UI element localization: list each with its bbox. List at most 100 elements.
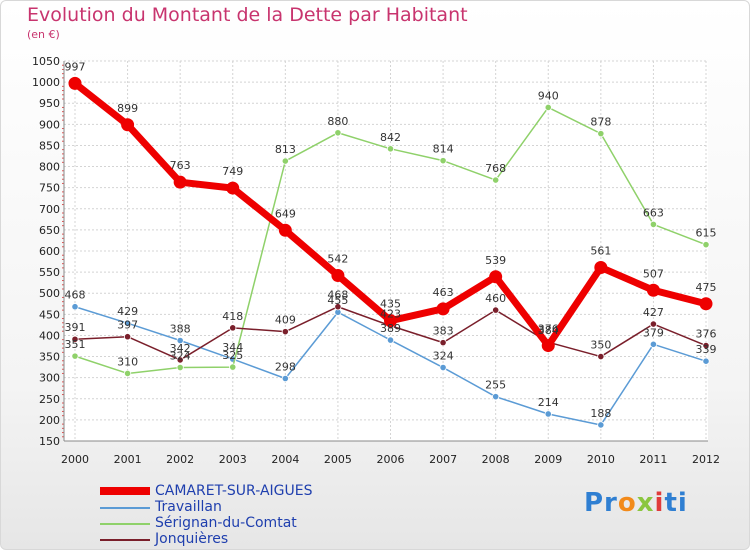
data-point-travaillan [123,319,132,327]
data-label-jonqui-res: 350 [590,339,611,352]
y-tick-label: 1050 [32,55,60,68]
data-label-jonqui-res: 342 [170,342,191,355]
data-point-jonqui-res [334,303,342,311]
data-point-jonqui-res [439,339,447,347]
data-label-s-rignan-du-comtat: 325 [222,349,243,362]
grid-lines [64,60,708,442]
data-label-travaillan: 298 [275,361,296,374]
data-label-travaillan: 429 [117,305,138,318]
data-point-s-rignan-du-comtat [71,352,79,360]
data-point-jonqui-res [176,356,184,364]
data-label-camaret-sur-aigues: 561 [590,244,611,257]
axes: 150 200 250 300 350 400 450 500 550 600 650 700 750 8… [32,55,720,466]
data-label-travaillan: 255 [485,379,506,392]
data-label-travaillan: 468 [65,289,86,302]
data-label-s-rignan-du-comtat: 842 [380,131,401,144]
data-point-travaillan [281,374,289,383]
data-point-jonqui-res [702,341,710,350]
data-point-s-rignan-du-comtat [176,363,184,372]
data-label-camaret-sur-aigues: 997 [65,60,86,73]
x-tick-label: 2006 [377,453,405,466]
data-label-travaillan: 214 [538,396,559,409]
data-label-s-rignan-du-comtat: 940 [538,89,559,102]
data-point-jonqui-res [123,333,132,341]
data-label-jonqui-res: 391 [65,321,86,334]
data-label-travaillan: 455 [327,294,348,307]
data-point-travaillan [544,410,552,418]
data-point-camaret-sur-aigues [594,260,608,274]
legend-label-camaret: CAMARET-SUR-AIGUES [155,483,313,499]
data-point-travaillan [439,363,447,372]
data-label-jonqui-res: 383 [433,325,454,338]
data-label-jonqui-res: 418 [222,310,243,323]
data-label-camaret-sur-aigues: 763 [170,159,191,172]
legend-label-travaillan: Travaillan [155,499,222,515]
data-label-s-rignan-du-comtat: 880 [327,115,348,128]
x-tick-label: 2003 [219,453,247,466]
data-point-s-rignan-du-comtat [649,220,658,228]
data-label-s-rignan-du-comtat: 768 [485,162,506,175]
data-point-s-rignan-du-comtat [281,157,289,165]
data-point-jonqui-res [281,328,289,336]
data-point-s-rignan-du-comtat [544,103,552,112]
data-label-travaillan: 388 [170,323,191,336]
y-tick-label: 600 [39,245,60,258]
data-label-s-rignan-du-comtat: 663 [643,206,664,219]
legend-swatch-travaillan [100,507,150,509]
series-lines [68,76,713,429]
data-point-camaret-sur-aigues [699,297,713,311]
data-point-camaret-sur-aigues [226,181,240,195]
data-point-jonqui-res [492,306,500,314]
data-label-travaillan: 379 [643,326,664,339]
proxiti-logo: Proxiti [584,488,688,518]
data-label-camaret-sur-aigues: 542 [327,252,348,265]
data-label-s-rignan-du-comtat: 351 [65,338,86,351]
data-label-camaret-sur-aigues: 899 [117,102,138,115]
data-point-s-rignan-du-comtat [439,157,447,165]
y-tick-label: 350 [39,351,60,364]
data-point-travaillan [71,303,79,311]
data-label-jonqui-res: 409 [275,314,296,327]
y-tick-label: 750 [39,182,60,195]
chart-title: Evolution du Montant de la Dette par Hab… [27,4,468,26]
y-tick-label: 150 [39,435,60,448]
x-tick-label: 2009 [534,453,562,466]
data-label-s-rignan-du-comtat: 324 [170,350,191,363]
y-tick-label: 650 [39,224,60,237]
x-tick-label: 2008 [482,453,510,466]
data-point-camaret-sur-aigues [331,268,345,282]
data-point-camaret-sur-aigues [384,314,397,328]
x-tick-label: 2010 [587,453,615,466]
data-point-travaillan [649,340,658,348]
y-tick-label: 400 [39,329,60,342]
data-point-s-rignan-du-comtat [492,176,500,184]
y-tick-label: 550 [39,266,60,279]
data-point-travaillan [386,336,395,344]
data-point-jonqui-res [597,352,605,361]
data-label-camaret-sur-aigues: 539 [485,254,506,267]
legend-swatch-jonquieres [100,539,150,541]
data-label-travaillan: 389 [380,322,401,335]
data-label-s-rignan-du-comtat: 813 [275,143,296,156]
data-label-jonqui-res: 376 [696,328,717,341]
y-tick-label: 950 [39,97,60,110]
data-point-camaret-sur-aigues [278,223,292,237]
data-label-s-rignan-du-comtat: 310 [117,355,138,368]
data-point-s-rignan-du-comtat [123,369,132,378]
y-tick-label: 200 [39,414,60,427]
data-point-camaret-sur-aigues [541,339,555,353]
y-tick-label: 250 [39,393,60,406]
legend-label-serignan: Sérignan-du-Comtat [155,515,297,531]
x-tick-label: 2007 [429,453,457,466]
data-label-travaillan: 339 [696,343,717,356]
y-tick-label: 500 [39,287,60,300]
x-tick-label: 2012 [692,453,720,466]
data-point-camaret-sur-aigues [489,270,503,284]
data-point-travaillan [702,357,710,365]
line-chart: 150 200 250 300 350 400 450 500 550 600 650 700 750 8… [32,55,720,466]
data-point-jonqui-res [649,320,658,328]
data-label-jonqui-res: 397 [117,319,138,332]
x-tick-label: 2004 [271,453,299,466]
y-tick-label: 1000 [32,76,60,89]
x-tick-label: 2002 [166,453,194,466]
